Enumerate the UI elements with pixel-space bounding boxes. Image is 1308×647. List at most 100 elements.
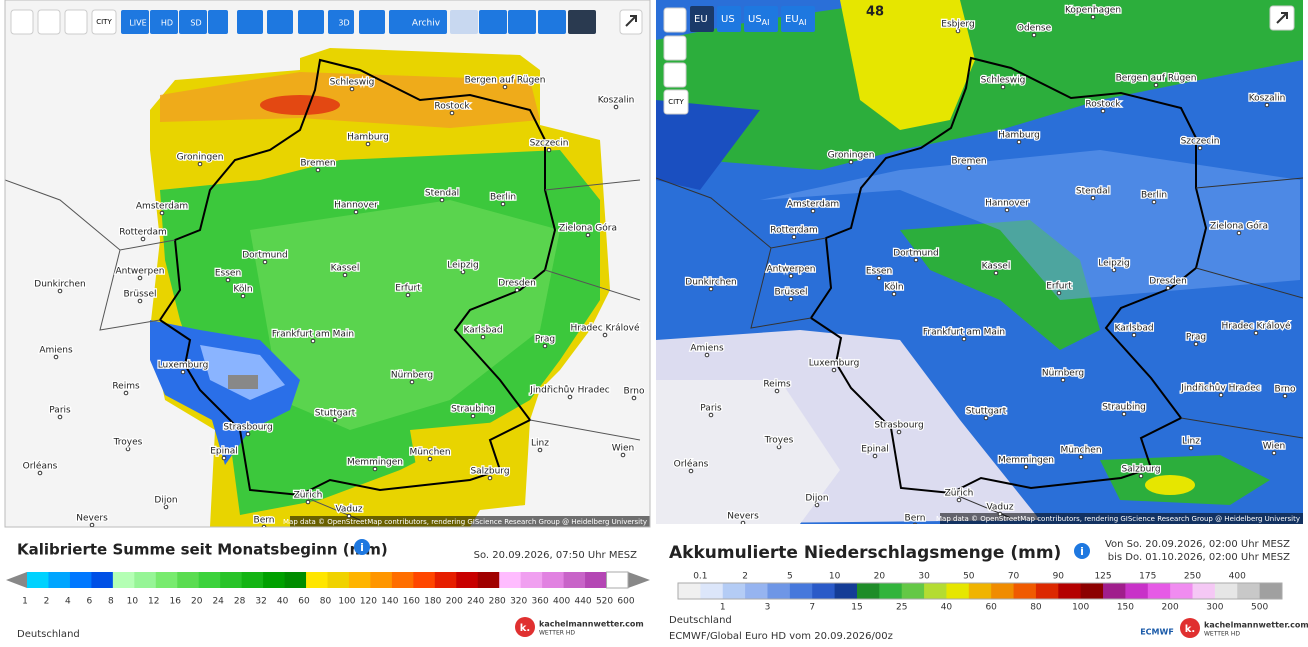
tool-button[interactable] [359,10,385,34]
scale-swatch [946,583,970,599]
tool-button[interactable] [298,10,324,34]
city-dot [353,209,359,215]
city-label: Troyes [764,436,794,446]
tool-button[interactable] [208,10,228,34]
tool-button-label: LIVE [129,19,146,28]
tool-button[interactable] [508,10,536,34]
city-label: Dresden [498,279,536,289]
tab-sub: AI [799,18,807,27]
model-tab[interactable] [717,6,741,32]
model-tab[interactable] [690,6,714,32]
city-label: Prag [535,335,555,345]
city-label: Bern [254,516,275,526]
city-dot [1023,464,1029,470]
tool-button-label: HD [161,19,173,28]
city-label: Dortmund [893,249,939,259]
right-region: Deutschland [669,615,732,626]
city-dot [500,201,506,207]
city-label: Antwerpen [116,267,165,277]
city-dot [1121,411,1127,417]
city-label: Nürnberg [1042,369,1084,379]
city-label: Brno [624,387,645,397]
tool-button[interactable] [328,10,354,34]
city-label: Amiens [690,344,724,354]
tool-button[interactable] [389,10,447,34]
city-dot [159,210,165,216]
model-info: ECMWF/Global Euro HD vom 20.09.2026/00z [669,631,893,642]
city-label: Brüssel [775,288,808,298]
tool-button[interactable] [267,10,293,34]
scale-swatch [1192,583,1216,599]
tool-button[interactable] [237,10,263,34]
city-dot [997,511,1003,517]
scale-label: 520 [596,597,613,607]
city-label: Dunkirchen [34,280,85,290]
scale-swatch [901,583,925,599]
refresh-button[interactable] [663,7,687,33]
city-dot [1151,199,1157,205]
city-dot [349,86,355,92]
city-label: Groningen [828,151,875,161]
scale-swatch [263,572,286,588]
model-tab-label: USAI [748,14,770,27]
tool-button[interactable] [568,10,596,34]
info-icon[interactable] [354,539,370,555]
tab-sub: AI [762,18,770,27]
city-dot [546,147,552,153]
model-tab[interactable] [781,6,815,32]
location-button[interactable] [663,35,687,61]
city-dot [848,159,854,165]
scale-label: 2 [742,572,748,582]
tool-button[interactable] [179,10,207,34]
city-dot [57,288,63,294]
scale-swatch [327,572,350,588]
scale-swatch [856,583,880,599]
tool-button[interactable] [479,10,507,34]
scale-label: 600 [617,597,634,607]
scale-swatch [391,572,414,588]
scale-swatch [69,572,92,588]
scale-label: 15 [851,603,862,613]
city-dot [221,455,227,461]
logo-glyph: k. [1185,624,1195,635]
scale-swatch [456,572,479,588]
city-label: Stendal [1076,187,1110,197]
tool-button[interactable] [150,10,178,34]
city-dot [346,513,352,519]
city-dot [460,269,466,275]
city-label: Amiens [39,346,73,356]
city-dot [966,165,972,171]
city-dot [163,504,169,510]
city-label: Paris [49,406,71,416]
scale-label: 125 [1094,572,1111,582]
location-button[interactable] [37,9,61,35]
tool-button[interactable] [121,10,149,34]
tool-button[interactable] [450,10,478,34]
scale-swatch [220,572,243,588]
tab-text: EU [785,14,799,25]
city-label: Wien [612,444,634,454]
city-dot [480,334,486,340]
zoom-button[interactable] [663,62,687,88]
city-label: Strasbourg [874,421,923,431]
city-dot [1004,207,1010,213]
city-dot [791,234,797,240]
city-button[interactable] [91,9,117,35]
zoom-button[interactable] [64,9,88,35]
city-dot [240,293,246,299]
scale-swatch [834,583,858,599]
model-tab[interactable] [744,6,778,32]
refresh-button[interactable] [10,9,34,35]
scale-label: 7 [809,603,815,613]
info-icon[interactable] [1074,543,1090,559]
attribution: Map data © OpenStreetMap contributors, r… [936,515,1300,523]
city-button[interactable] [663,89,689,115]
tab-text: EU [694,14,708,25]
city-dot [305,499,311,505]
city-dot [1271,450,1277,456]
city-label: Reims [112,382,140,392]
tool-button[interactable] [538,10,566,34]
city-label: Kassel [331,264,360,274]
city-label: Rotterdam [770,226,818,236]
